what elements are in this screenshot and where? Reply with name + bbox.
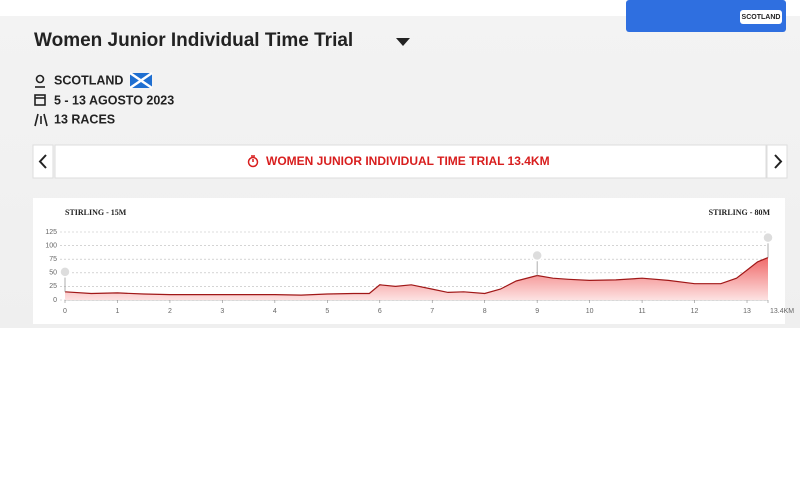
- badge-label: SCOTLAND: [742, 14, 781, 21]
- x-tick-label: 5: [325, 308, 329, 315]
- race-bar[interactable]: [54, 144, 767, 179]
- marker-icon: [762, 231, 774, 244]
- x-tick-label: 10: [586, 308, 594, 315]
- y-tick-label: 0: [53, 297, 57, 304]
- y-tick-label: 125: [45, 229, 57, 236]
- x-tick-label: 4: [273, 308, 277, 315]
- x-tick-label: 9: [535, 308, 539, 315]
- prev-button[interactable]: [32, 144, 54, 179]
- next-button[interactable]: [766, 144, 788, 179]
- x-tick-label: 3: [220, 308, 224, 315]
- prev-icon: [38, 154, 47, 169]
- elevation-line: [64, 257, 769, 296]
- dropdown-caret[interactable]: [396, 38, 410, 46]
- marker-icon: [59, 266, 71, 278]
- x-tick-label: 12: [691, 308, 699, 315]
- chart-panel: [33, 198, 785, 324]
- marker-icon: [531, 249, 543, 262]
- start-label: STIRLING - 15M: [65, 208, 127, 217]
- badge-box: [740, 10, 782, 24]
- y-tick-label: 100: [45, 242, 57, 249]
- location: SCOTLAND: [54, 73, 123, 87]
- icons: [34, 74, 48, 127]
- elevation-area: [65, 257, 768, 300]
- page-title: Women Junior Individual Time Trial: [34, 30, 353, 51]
- y-tick-label: 75: [49, 256, 57, 263]
- x-tick-label: 8: [483, 308, 487, 315]
- dates: 5 - 13 AGOSTO 2023: [54, 93, 174, 107]
- x-tick-label: 6: [378, 308, 382, 315]
- next-icon: [774, 154, 783, 169]
- end-label: STIRLING - 80M: [709, 208, 771, 217]
- x-tick-label: 11: [638, 308, 645, 315]
- races: 13 RACES: [54, 112, 115, 126]
- x-tick-label: 13: [743, 308, 751, 315]
- flag: [129, 71, 153, 90]
- x-tick-label: 1: [116, 308, 120, 315]
- y-tick-label: 25: [49, 283, 57, 290]
- stopwatch-icon: [247, 155, 259, 168]
- x-tick-label: 0: [63, 308, 67, 315]
- y-tick-label: 50: [49, 270, 57, 277]
- x-tick-label: 7: [430, 308, 434, 315]
- race-title: WOMEN JUNIOR INDIVIDUAL TIME TRIAL 13.4K…: [266, 154, 550, 168]
- x-tick-label: 13.4KM: [770, 308, 794, 315]
- x-tick-label: 2: [168, 308, 172, 315]
